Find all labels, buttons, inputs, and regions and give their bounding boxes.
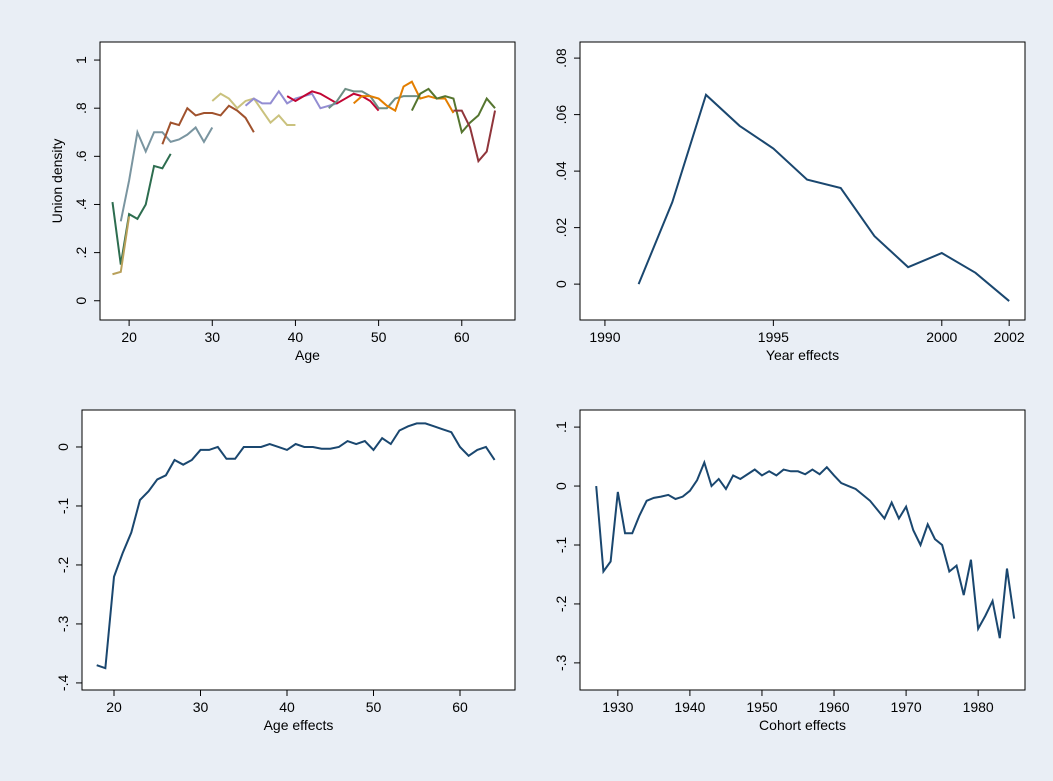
x-tick-label: 30 — [193, 699, 209, 715]
x-tick-label: 60 — [452, 699, 468, 715]
plot-area — [81, 409, 516, 691]
y-tick-label: .2 — [73, 247, 89, 259]
x-tick-label: 30 — [204, 329, 220, 345]
plot-area — [99, 41, 516, 321]
x-axis-title: Age effects — [264, 717, 334, 733]
x-tick-label: 2002 — [994, 329, 1025, 345]
x-axis-title: Cohort effects — [759, 717, 846, 733]
x-tick-label: 1950 — [746, 699, 777, 715]
x-tick-label: 50 — [366, 699, 382, 715]
y-tick-label: .6 — [73, 150, 89, 162]
series-line — [637, 93, 1010, 302]
plot-area — [579, 409, 1026, 691]
y-tick-label: -.2 — [55, 557, 71, 574]
x-tick-label: 1970 — [891, 699, 922, 715]
x-tick-label: 2000 — [926, 329, 957, 345]
x-tick-label: 60 — [454, 329, 470, 345]
x-tick-label: 1990 — [589, 329, 620, 345]
y-tick-label: .8 — [73, 102, 89, 114]
y-tick-label: -.1 — [55, 498, 71, 515]
y-tick-label: .02 — [553, 218, 569, 238]
x-tick-label: 20 — [106, 699, 122, 715]
series-line — [112, 216, 131, 276]
y-tick-label: .08 — [553, 48, 569, 68]
x-tick-label: 1995 — [758, 329, 789, 345]
series-line — [453, 109, 497, 164]
series-line — [328, 87, 421, 110]
y-tick-label: 0 — [553, 482, 569, 490]
y-tick-label: .1 — [553, 421, 569, 433]
series-line — [410, 87, 496, 135]
y-axis-title: Union density — [49, 139, 65, 224]
y-tick-label: .4 — [73, 198, 89, 210]
x-tick-label: 40 — [279, 699, 295, 715]
series-line — [244, 89, 338, 110]
y-tick-label: -.4 — [55, 675, 71, 692]
x-axis-title: Age — [295, 347, 320, 363]
x-tick-label: 1960 — [818, 699, 849, 715]
y-tick-label: 0 — [55, 443, 71, 451]
x-tick-label: 20 — [121, 329, 137, 345]
x-tick-label: 50 — [371, 329, 387, 345]
x-tick-label: 1940 — [674, 699, 705, 715]
x-tick-label: 1980 — [963, 699, 994, 715]
y-tick-label: -.3 — [553, 655, 569, 672]
y-tick-label: 0 — [553, 280, 569, 288]
y-tick-label: 0 — [73, 297, 89, 305]
x-tick-label: 40 — [288, 329, 304, 345]
y-tick-label: -.3 — [55, 616, 71, 633]
series-line — [119, 125, 214, 222]
plot-area — [579, 41, 1026, 321]
y-tick-label: -.1 — [553, 537, 569, 554]
series-line — [96, 422, 496, 670]
series-line — [595, 459, 1016, 639]
y-tick-label: .04 — [553, 161, 569, 181]
x-axis-title: Year effects — [766, 347, 839, 363]
series-line — [161, 104, 255, 145]
y-tick-label: .06 — [553, 105, 569, 125]
x-tick-label: 1930 — [602, 699, 633, 715]
y-tick-label: 1 — [73, 56, 89, 64]
y-tick-label: -.2 — [553, 596, 569, 613]
